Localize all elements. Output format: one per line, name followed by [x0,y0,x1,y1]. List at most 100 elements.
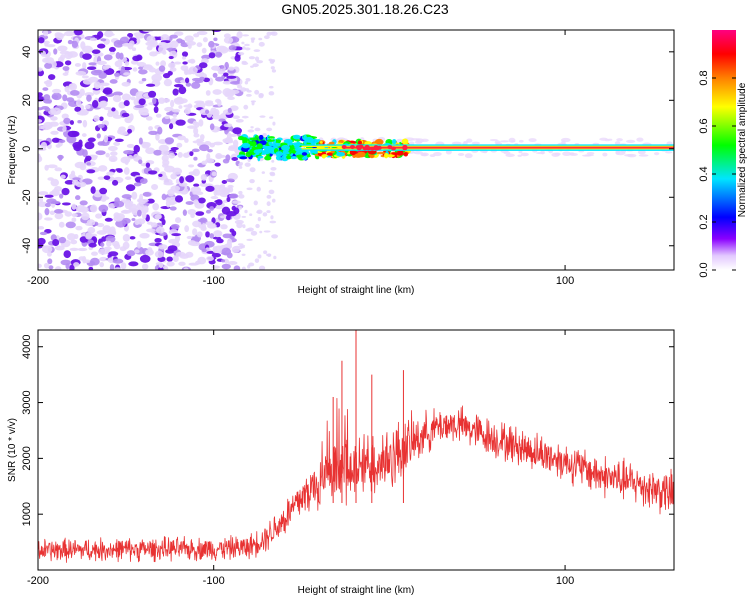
noise-blob [103,54,113,61]
noise-blob [89,37,98,42]
haze-blob [500,140,509,143]
noise-blob [235,118,244,123]
noise-blob [155,61,160,66]
noise-blob [46,198,57,204]
spectrogram-ylabel: Frequency (Hz) [7,116,18,185]
noise-blob [205,209,212,214]
noise-blob [148,126,153,131]
signal-blob [267,136,275,139]
noise-blob [213,188,218,197]
noise-blob [254,56,260,62]
haze-blob [519,139,524,143]
spectrogram-xtick-label: 100 [556,275,574,287]
noise-blob [268,179,273,183]
noise-blob [230,80,240,85]
noise-blob [81,133,87,137]
noise-blob [185,251,194,258]
noise-blob [262,133,267,137]
noise-blob [170,147,179,151]
noise-blob [120,156,131,164]
noise-blob [125,184,136,192]
noise-blob [129,236,136,240]
noise-blob [215,98,221,103]
noise-blob [218,46,229,54]
noise-blob [244,80,249,85]
signal-blob [357,151,366,158]
noise-blob [146,45,153,51]
noise-blob [266,210,271,214]
noise-blob [226,252,233,259]
noise-blob [55,266,62,270]
noise-blob [171,108,181,113]
noise-blob [240,87,247,92]
noise-blob [87,226,96,234]
noise-blob [114,138,124,142]
noise-blob [50,116,58,121]
signal-blob [309,150,317,154]
noise-blob [168,55,174,60]
noise-blob [145,83,156,87]
noise-blob [47,258,53,265]
noise-blob [154,250,164,258]
noise-blob [146,221,154,225]
noise-blob [254,258,260,263]
noise-blob [164,106,174,112]
noise-blob [123,167,130,175]
noise-blob [71,203,77,210]
haze-blob [636,137,644,142]
noise-blob [270,66,275,70]
noise-blob [155,133,160,141]
noise-blob [164,115,170,119]
haze-blob [445,149,452,155]
noise-blob [269,220,277,224]
haze-blob [569,152,578,156]
noise-blob [220,224,228,230]
signal-blob [374,138,384,146]
noise-blob [134,104,145,109]
noise-blob [193,33,200,38]
noise-blob [246,238,253,241]
noise-blob [58,139,66,144]
noise-blob [100,100,108,107]
noise-blob [62,94,68,102]
noise-blob [202,37,208,43]
noise-blob [63,250,71,259]
noise-blob [166,261,175,267]
noise-blob [44,202,51,208]
noise-blob [228,45,237,51]
noise-blob [127,155,134,160]
noise-blob [168,152,176,159]
noise-blob [44,107,51,112]
noise-blob [122,209,129,214]
noise-blob [121,93,131,101]
noise-blob [100,197,107,202]
noise-blob [64,180,75,185]
noise-blob [38,154,42,162]
noise-blob [65,221,76,229]
ridge-blob [390,146,396,151]
noise-blob [189,58,196,64]
noise-blob [90,186,96,194]
noise-blob [71,217,77,223]
noise-blob [229,228,235,233]
noise-blob [226,196,231,203]
noise-blob [270,215,274,220]
noise-blob [153,149,163,156]
noise-blob [38,107,44,111]
haze-blob [554,152,561,156]
noise-blob [127,128,132,134]
noise-blob [55,144,61,148]
noise-blob [271,69,277,73]
noise-blob [158,262,164,269]
noise-blob [215,51,222,58]
noise-blob [151,73,162,82]
noise-blob [244,47,251,51]
noise-blob [80,41,86,50]
noise-blob [234,54,241,62]
noise-blob [170,223,180,230]
noise-blob [155,113,162,118]
noise-blob [178,261,186,266]
haze-blob [638,154,649,157]
noise-blob [158,65,166,72]
